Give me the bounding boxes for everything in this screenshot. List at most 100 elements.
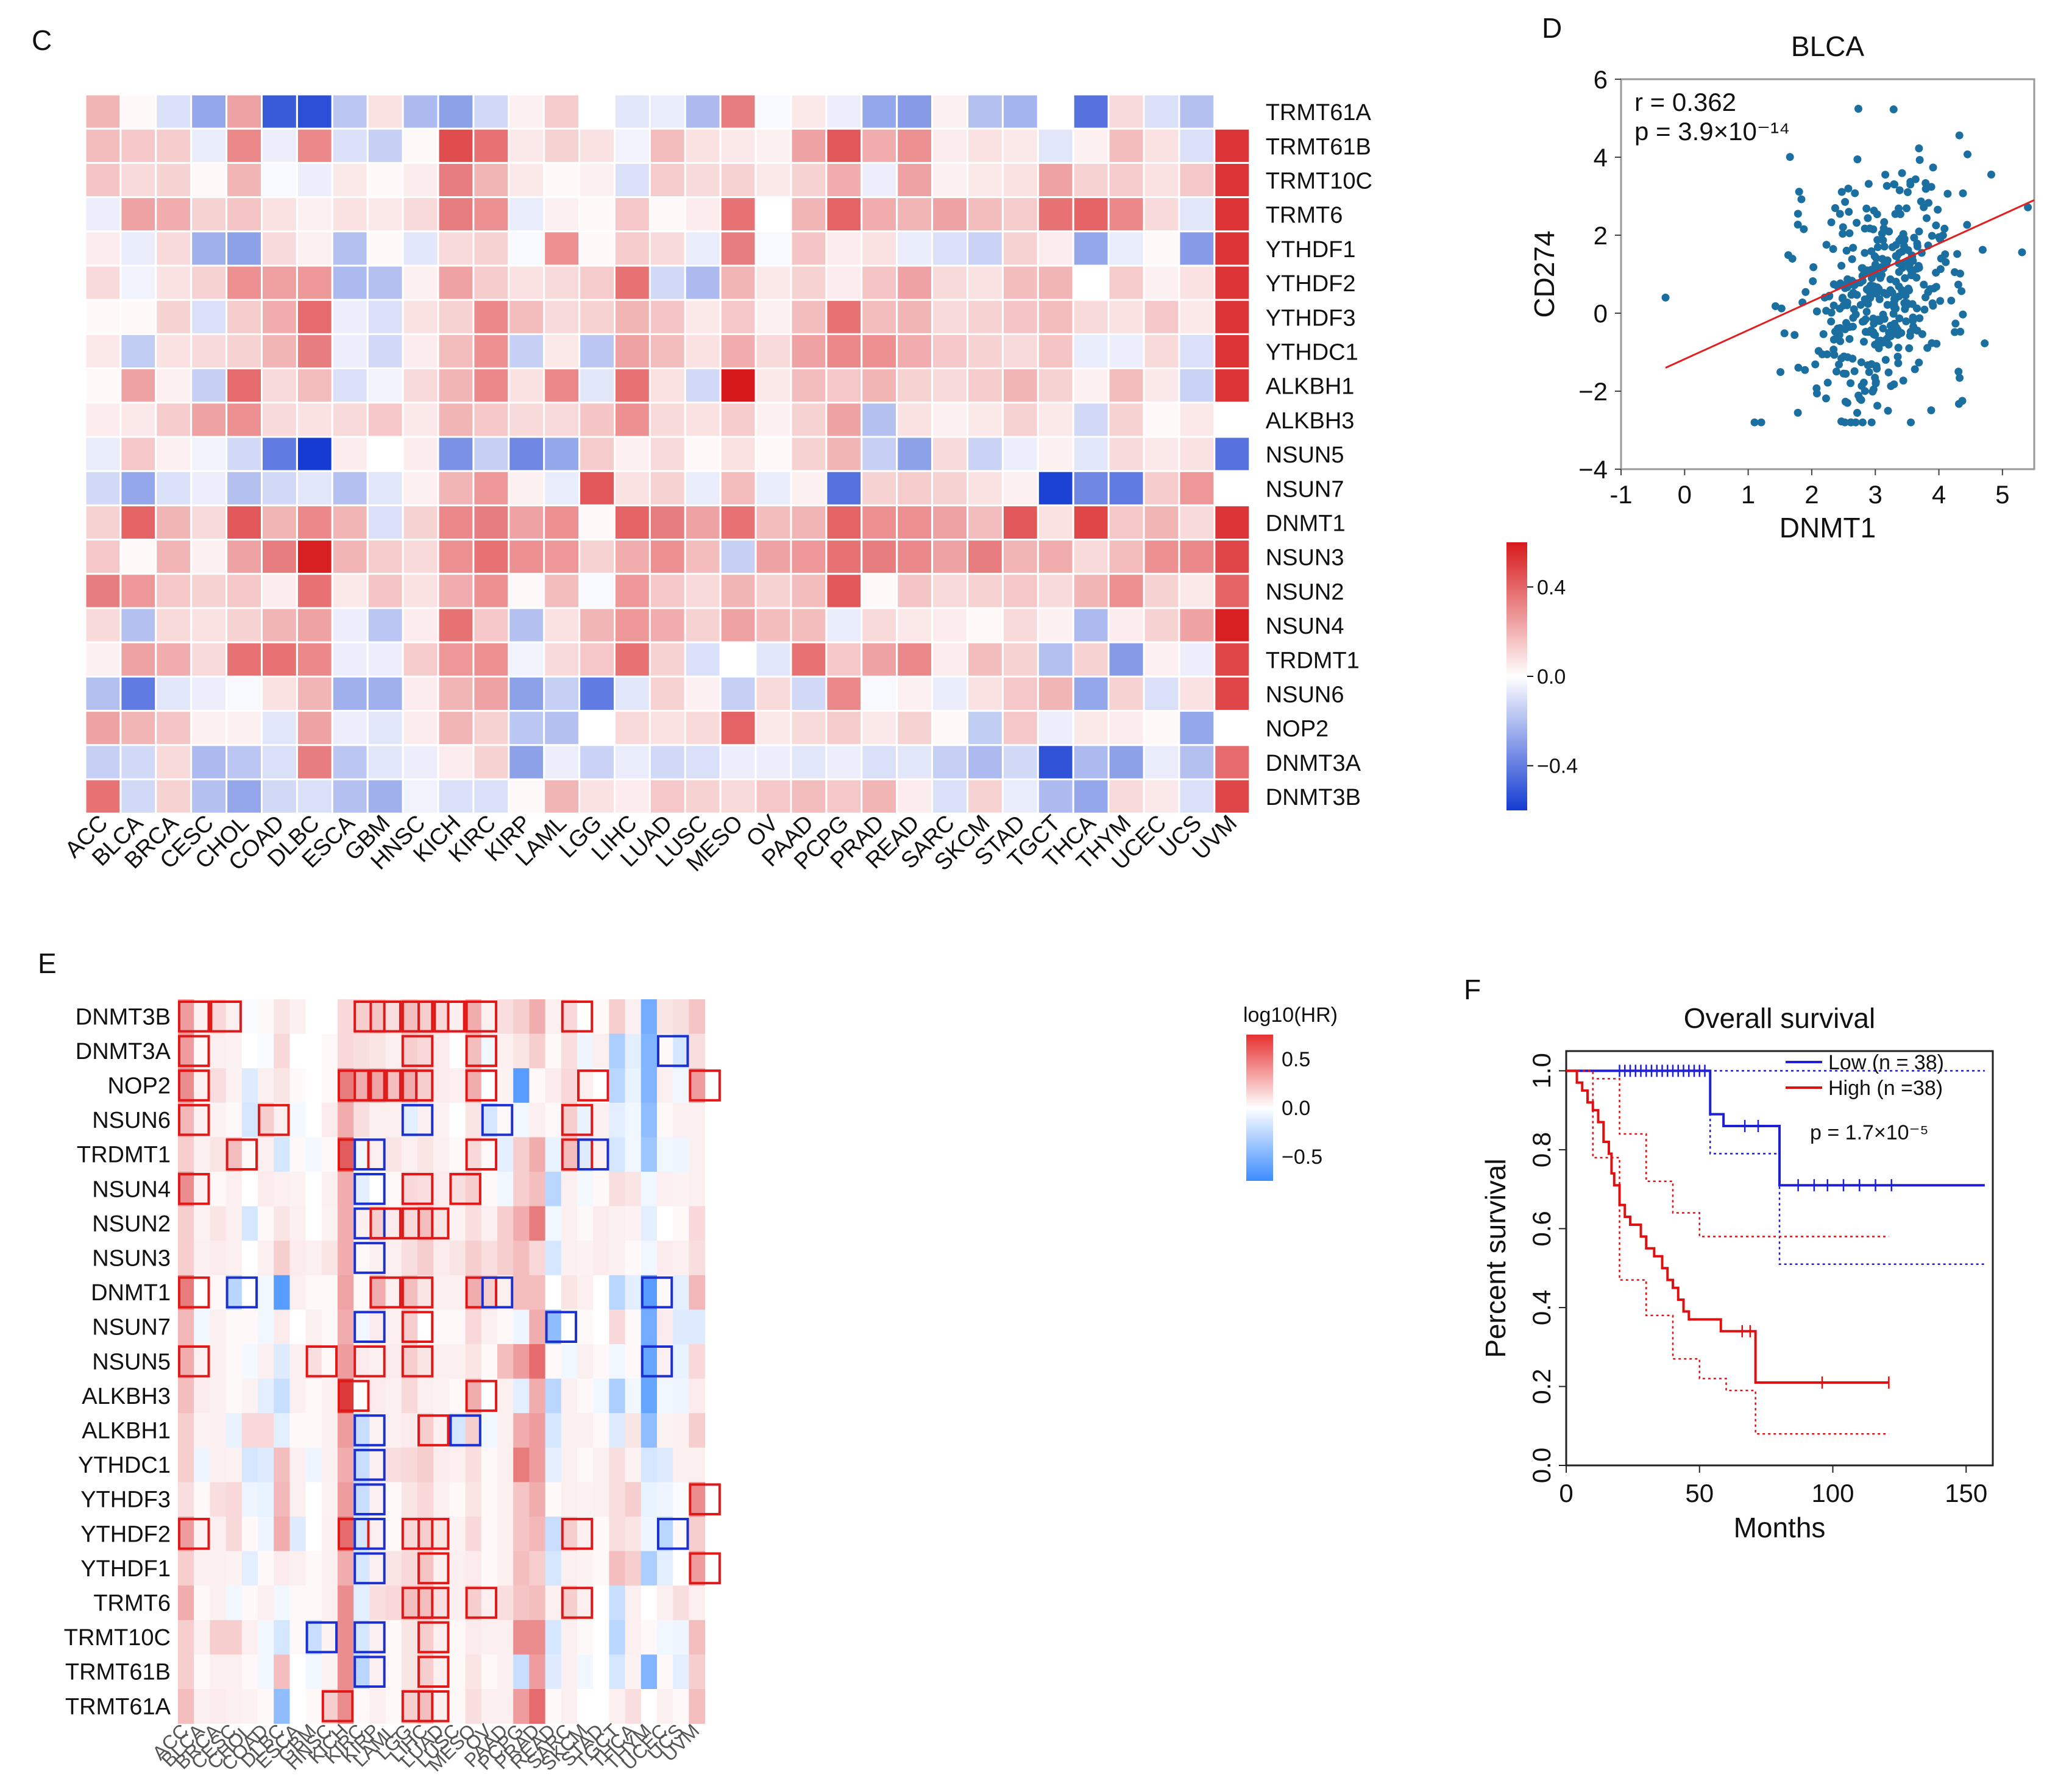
- scatter-d-point: [1925, 199, 1933, 207]
- scatter-d-point: [1880, 243, 1889, 251]
- heatmap-c-cell: [1001, 641, 1039, 678]
- scatter-d-point: [1922, 214, 1931, 222]
- heatmap-e-cell: [338, 1482, 354, 1517]
- heatmap-e-cell: [577, 1033, 594, 1069]
- heatmap-c-cell: [1107, 573, 1145, 609]
- heatmap-c-cell: [1213, 710, 1251, 746]
- heatmap-e-cell: [274, 1172, 290, 1207]
- heatmap-c-cell: [614, 504, 651, 541]
- heatmap-c-cell: [225, 504, 263, 541]
- scatter-d-point: [1957, 287, 1966, 296]
- heatmap-e-cell: [178, 1654, 194, 1690]
- km-f-ci-upper: [1566, 1070, 1889, 1238]
- heatmap-c-cell: [225, 299, 263, 335]
- heatmap-e-cell: [401, 1447, 418, 1482]
- heatmap-c-cell: [1107, 436, 1145, 472]
- heatmap-c-cell: [543, 230, 581, 267]
- heatmap-c-cell: [84, 367, 122, 404]
- heatmap-e-cell: [258, 1378, 274, 1414]
- scatter-d-ytick-label: 2: [1594, 221, 1608, 250]
- heatmap-c-cell: [331, 710, 369, 746]
- heatmap-e-cell: [625, 1654, 642, 1690]
- heatmap-e-cell: [497, 1447, 514, 1482]
- heatmap-c-cell: [578, 436, 616, 472]
- heatmap-c-cell: [331, 196, 369, 233]
- heatmap-c-cell: [719, 539, 757, 575]
- heatmap-c-cell: [860, 333, 898, 370]
- heatmap-e-cell: [609, 1206, 626, 1241]
- heatmap-e-cell: [529, 1689, 546, 1724]
- heatmap-c-cell: [190, 93, 228, 130]
- heatmap-c-cell: [1213, 333, 1251, 370]
- heatmap-c-cell: [437, 539, 475, 575]
- heatmap-e-cell: [545, 1620, 562, 1655]
- heatmap-c-cell: [648, 539, 686, 575]
- heatmap-c-cell: [543, 367, 581, 404]
- heatmap-e-cell: [385, 1517, 402, 1552]
- heatmap-e-significance-box: [417, 1552, 450, 1585]
- heatmap-c-cell: [967, 402, 1004, 438]
- heatmap-e-cell: [689, 1585, 706, 1621]
- heatmap-e-cell: [561, 1275, 578, 1310]
- heatmap-c-cell: [543, 744, 581, 781]
- heatmap-e-cell: [577, 1275, 594, 1310]
- heatmap-e-cell: [481, 1447, 498, 1482]
- heatmap-c-cell: [896, 470, 934, 506]
- heatmap-e-cell: [657, 1654, 673, 1690]
- heatmap-e-cell: [338, 1654, 354, 1690]
- scatter-d-point: [1857, 358, 1865, 367]
- heatmap-c-cell: [1037, 675, 1074, 712]
- heatmap-c-cell: [1178, 778, 1216, 815]
- heatmap-c-cell: [1107, 196, 1145, 233]
- heatmap-e-cell: [433, 1517, 450, 1552]
- heatmap-c-cell: [684, 367, 722, 404]
- heatmap-e-cell: [481, 1620, 498, 1655]
- heatmap-c-cell: [790, 710, 828, 746]
- scatter-d-point: [1819, 330, 1828, 338]
- heatmap-c-cell: [1037, 641, 1074, 678]
- heatmap-c-cell: [155, 539, 193, 575]
- heatmap-e-cell: [689, 1206, 706, 1241]
- heatmap-e-significance-box: [338, 1379, 370, 1412]
- heatmap-c-cell: [1037, 161, 1074, 199]
- heatmap-c-cell: [1178, 539, 1216, 575]
- heatmap-c-cell: [578, 196, 616, 233]
- heatmap-c-cell: [931, 675, 968, 712]
- heatmap-e-cell: [338, 1033, 354, 1069]
- heatmap-e-cell: [178, 1068, 194, 1103]
- heatmap-e-cell: [673, 1137, 689, 1172]
- scatter-d-point: [1892, 241, 1900, 249]
- heatmap-c-cell: [931, 402, 968, 438]
- heatmap-c-cell: [860, 93, 898, 130]
- scatter-d-point: [1771, 302, 1779, 310]
- heatmap-c-cell: [1213, 470, 1251, 506]
- km-f-ytick-label: 1.0: [1527, 1053, 1556, 1088]
- heatmap-e-cell: [593, 1068, 609, 1103]
- heatmap-e-cell: [369, 1689, 386, 1724]
- heatmap-e-cell: [465, 1241, 482, 1276]
- scatter-d-point: [1897, 234, 1906, 243]
- scatter-d-point: [1837, 354, 1846, 363]
- heatmap-e-cell: [513, 1206, 530, 1241]
- heatmap-e-cell: [258, 1033, 274, 1069]
- scatter-d-point: [1908, 300, 1917, 308]
- scatter-d-point: [1801, 366, 1809, 374]
- heatmap-c-cell: [684, 607, 722, 643]
- scatter-d-point: [1920, 305, 1929, 314]
- heatmap-e-cell: [577, 1241, 594, 1276]
- heatmap-e-cell: [625, 1378, 642, 1414]
- heatmap-c-cell: [508, 675, 545, 712]
- scatter-d-point: [1911, 365, 1919, 374]
- heatmap-e-cell: [210, 1344, 227, 1379]
- heatmap-c-cell: [155, 607, 193, 643]
- heatmap-c-cell: [296, 264, 333, 301]
- heatmap-e-cell: [529, 1585, 546, 1621]
- heatmap-c-cell: [931, 127, 968, 164]
- heatmap-e-cell: [465, 1137, 482, 1172]
- heatmap-e-cell: [609, 1275, 626, 1310]
- heatmap-e-cell: [609, 1344, 626, 1379]
- heatmap-e-cell: [225, 1275, 243, 1310]
- heatmap-e-cell: [577, 1206, 594, 1241]
- heatmap-e-cell: [369, 1378, 386, 1414]
- heatmap-e-cell: [321, 1551, 338, 1586]
